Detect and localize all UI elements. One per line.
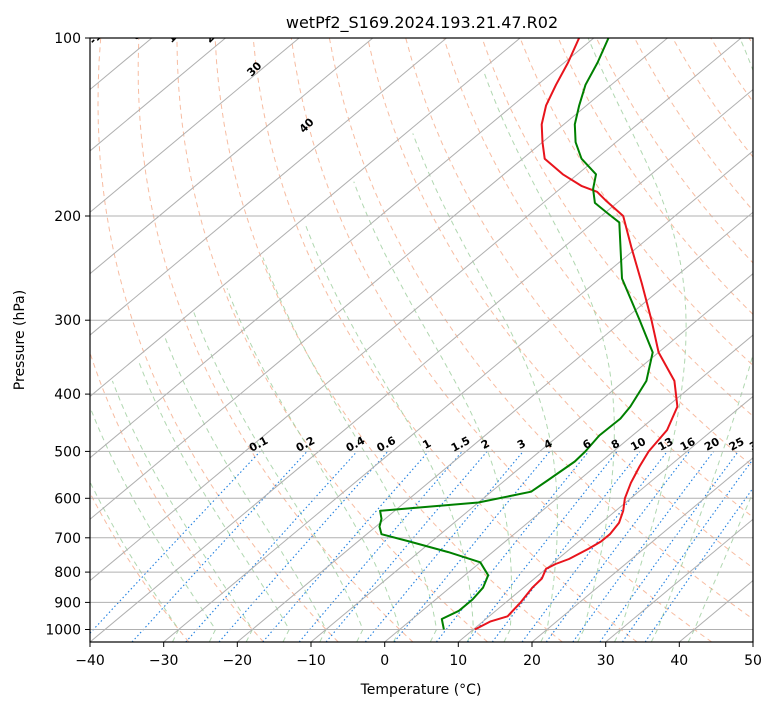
isotherm-line	[90, 38, 742, 582]
isotherm-line	[90, 38, 447, 336]
y-tick-label: 100	[54, 31, 81, 47]
background-lines	[90, 38, 753, 642]
moist-adiabat-line	[137, 359, 290, 642]
mixing-ratio-label: 25	[727, 435, 747, 454]
mixing-ratio-line	[599, 451, 739, 642]
x-tick-label: −10	[296, 653, 326, 669]
mixing-ratio-line	[521, 451, 668, 642]
y-tick-label: 400	[54, 387, 81, 403]
mixing-ratio-line	[90, 451, 261, 635]
mixing-ratio-line	[545, 451, 690, 642]
y-tick-label: 1000	[45, 623, 81, 639]
y-tick-label: 700	[54, 531, 81, 547]
dry-adiabat-line	[557, 38, 753, 316]
dry-adiabat-line	[90, 351, 264, 642]
mixing-ratio-label: 16	[678, 435, 698, 454]
isotherm-line	[384, 334, 753, 642]
x-axis: −40 −30 −20 −10 0 10 20 30 40 50	[75, 642, 762, 669]
y-axis-label: Pressure (hPa)	[12, 290, 28, 390]
moist-adiabat-line	[587, 38, 687, 642]
mixing-ratio-line	[325, 451, 488, 642]
isotherm-line	[90, 88, 753, 642]
moist-adiabat-line	[650, 38, 753, 642]
x-tick-label: 10	[449, 653, 467, 669]
mixing-ratio-label: 20	[702, 435, 722, 454]
moist-adiabat-line	[226, 288, 401, 642]
isotherm-line	[531, 457, 753, 642]
y-axis: 100 200 300 400 500 600 700 800 900 1000	[45, 31, 90, 639]
moist-adiabat-line	[164, 336, 327, 642]
dry-adiabat-line	[252, 38, 638, 642]
dry-adiabat-label: 20	[203, 25, 223, 45]
moist-adiabat-line	[687, 491, 753, 642]
mixing-ratio-line	[185, 451, 358, 642]
mixing-ratio-line	[435, 451, 590, 642]
isotherm-line	[310, 273, 753, 642]
x-axis-label: Temperature (°C)	[360, 682, 482, 698]
moist-adiabat-line	[193, 311, 364, 642]
isotherm-line	[90, 38, 300, 213]
dry-adiabat-line	[443, 38, 753, 468]
plot-frame	[89, 37, 754, 643]
y-tick-label: 200	[54, 209, 81, 225]
y-tick-label: 500	[54, 444, 81, 460]
dry-adiabat-label: 10	[164, 25, 184, 45]
mixing-ratio-label: 13	[656, 435, 676, 454]
mixing-ratio-line	[621, 458, 753, 642]
isotherm-line	[90, 38, 226, 152]
dewpoint-profile	[378, 38, 654, 630]
dry-adiabat-line	[328, 38, 753, 620]
dry-adiabat-line	[405, 38, 753, 518]
isotherm-line	[90, 38, 521, 398]
moist-adiabat-line	[262, 257, 438, 642]
mixing-ratio-line	[364, 451, 524, 642]
dry-adiabat-label: -10	[87, 24, 110, 47]
isotherm-line	[605, 518, 753, 642]
plot-area	[90, 38, 753, 642]
y-tick-label: 900	[54, 595, 81, 611]
x-tick-label: 30	[597, 653, 615, 669]
isotherm-line	[90, 38, 668, 520]
isotherm-line	[90, 38, 595, 459]
dry-adiabat-line	[367, 38, 753, 569]
mixing-ratio-label: 10	[628, 435, 648, 454]
dry-adiabat-line	[176, 38, 488, 642]
moist-adiabat-line	[484, 73, 615, 642]
mixing-ratio-label: 36	[768, 435, 775, 454]
isotherm-line	[752, 641, 753, 642]
mixing-ratio-line	[491, 451, 641, 642]
dry-adiabat-line	[97, 38, 339, 642]
mixing-ratio-line	[218, 451, 389, 642]
dry-adiabat-label: 0	[129, 28, 144, 43]
x-tick-label: −30	[149, 653, 179, 669]
temperature-profile	[474, 38, 679, 631]
x-tick-label: 0	[380, 653, 389, 669]
isotherm-line	[236, 211, 753, 642]
mixing-ratio-label: 30	[747, 435, 767, 454]
isotherm-line	[457, 395, 753, 642]
series-lines	[378, 38, 679, 631]
x-tick-label: −20	[223, 653, 253, 669]
moist-adiabat-line	[412, 133, 558, 642]
dry-adiabat-line	[214, 38, 563, 642]
mixing-ratio-line	[644, 487, 753, 642]
y-tick-label: 800	[54, 565, 81, 581]
x-tick-label: 50	[744, 653, 762, 669]
y-tick-label: 600	[54, 491, 81, 507]
moist-adiabat-line	[90, 405, 217, 642]
mixing-ratio-line	[393, 451, 551, 642]
mixing-ratio-line	[572, 451, 715, 642]
x-tick-label: 20	[523, 653, 541, 669]
moist-adiabat-line	[304, 222, 474, 642]
y-tick-label: 300	[54, 313, 81, 329]
grid-lines	[90, 38, 753, 642]
x-tick-label: −40	[75, 653, 105, 669]
chart-title: wetPf2_S169.2024.193.21.47.R02	[286, 13, 558, 33]
dry-adiabat-label: -30	[10, 24, 33, 47]
moist-adiabat-line	[90, 480, 180, 642]
x-tick-label: 40	[670, 653, 688, 669]
isotherm-line	[163, 150, 753, 642]
isotherm-line	[90, 38, 374, 275]
